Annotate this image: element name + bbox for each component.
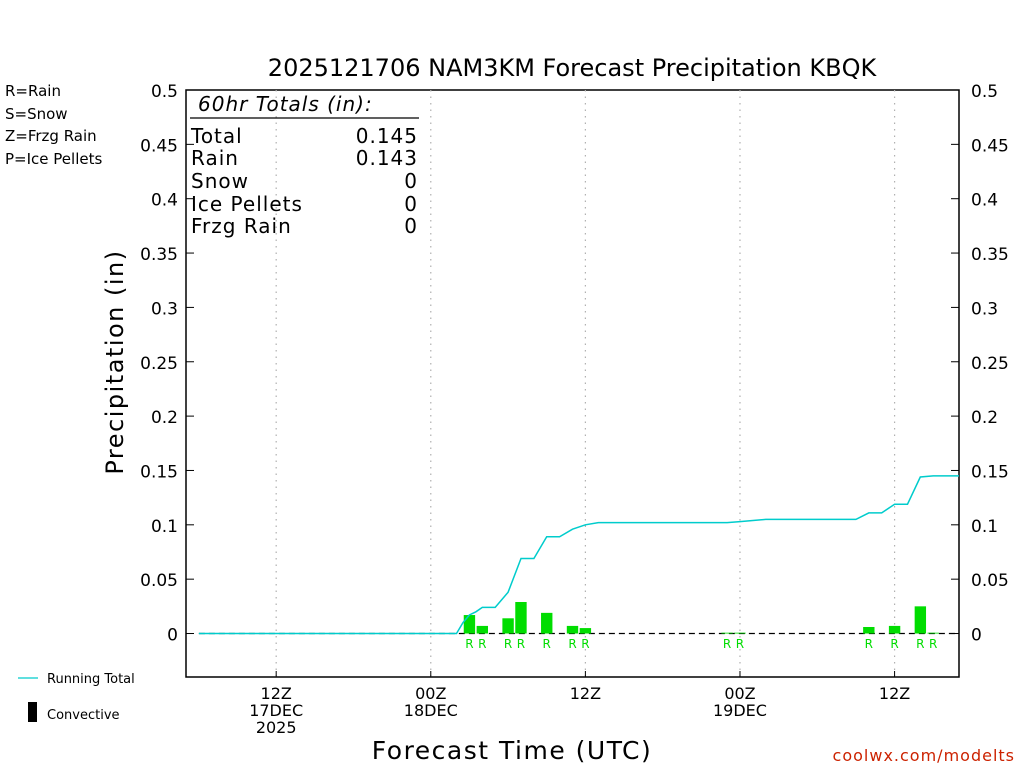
precip-bar bbox=[914, 606, 927, 634]
legend-rain: R=Rain bbox=[5, 82, 61, 100]
y-tick-label-right: 0.5 bbox=[971, 82, 998, 102]
y-tick-label-right: 0.05 bbox=[971, 571, 1009, 591]
running-total-layer bbox=[198, 475, 959, 635]
totals-value-total: 0.145 bbox=[356, 124, 418, 148]
precip-type-label: R bbox=[543, 637, 551, 651]
precip-type-label: R bbox=[581, 637, 589, 651]
x-tick-label: 17DEC bbox=[249, 701, 303, 720]
y-tick-label-left: 0.25 bbox=[140, 354, 178, 374]
x-tick-label: 12Z bbox=[261, 684, 292, 703]
totals-label-total: Total bbox=[190, 124, 243, 148]
y-tick-label-left: 0.2 bbox=[151, 408, 178, 428]
totals-label-snow: Snow bbox=[191, 169, 249, 193]
precip-type-label: R bbox=[723, 637, 731, 651]
precip-type-label: R bbox=[517, 637, 525, 651]
precip-type-label: R bbox=[890, 637, 898, 651]
totals-value-frzg-rain: 0 bbox=[404, 214, 418, 238]
precip-bar bbox=[721, 632, 733, 634]
x-tick-label: 19DEC bbox=[713, 701, 767, 720]
watermark: coolwx.com/modelts bbox=[833, 746, 1015, 765]
y-tick-label-left: 0.5 bbox=[151, 82, 178, 102]
grid-layer bbox=[198, 90, 959, 677]
precip-type-label: R bbox=[504, 637, 512, 651]
x-tick-label: 18DEC bbox=[404, 701, 458, 720]
convective-legend-swatch bbox=[28, 702, 37, 722]
precip-type-label: R bbox=[929, 637, 937, 651]
x-tick-label: 00Z bbox=[724, 684, 755, 703]
precip-bar bbox=[734, 632, 746, 634]
running-total-legend-label: Running Total bbox=[47, 672, 135, 687]
totals-label-ice-pellets: Ice Pellets bbox=[191, 192, 303, 216]
precip-type-label: R bbox=[465, 637, 473, 651]
totals-label-frzg-rain: Frzg Rain bbox=[191, 214, 292, 238]
y-tick-label-left: 0.05 bbox=[140, 571, 178, 591]
y-tick-label-right: 0.4 bbox=[971, 191, 998, 211]
y-tick-label-right: 0 bbox=[971, 626, 982, 646]
precip-type-label: R bbox=[865, 637, 873, 651]
convective-legend-label: Convective bbox=[47, 708, 120, 723]
totals-value-rain: 0.143 bbox=[356, 146, 418, 170]
y-tick-label-right: 0.15 bbox=[971, 462, 1009, 482]
x-tick-label: 12Z bbox=[570, 684, 601, 703]
y-tick-label-right: 0.45 bbox=[971, 136, 1009, 156]
y-tick-label-left: 0.15 bbox=[140, 462, 178, 482]
totals-value-ice-pellets: 0 bbox=[404, 192, 418, 216]
precip-bar bbox=[541, 612, 553, 634]
legend-frzg-rain: Z=Frzg Rain bbox=[5, 127, 97, 145]
legend-snow: S=Snow bbox=[5, 105, 68, 123]
chart-title: 2025121706 NAM3KM Forecast Precipitation… bbox=[268, 54, 878, 82]
y-tick-label-right: 0.3 bbox=[971, 299, 998, 319]
x-tick-label: 00Z bbox=[415, 684, 446, 703]
running-total-line bbox=[198, 475, 959, 635]
precip-bar bbox=[515, 601, 527, 634]
precip-bar bbox=[463, 615, 476, 634]
y-tick-label-left: 0 bbox=[167, 626, 178, 646]
y-tick-label-left: 0.3 bbox=[151, 299, 178, 319]
y-tick-label-right: 0.2 bbox=[971, 408, 998, 428]
y-tick-label-left: 0.1 bbox=[151, 517, 178, 537]
y-tick-label-left: 0.35 bbox=[140, 245, 178, 265]
y-tick-label-right: 0.35 bbox=[971, 245, 1009, 265]
y-tick-label-left: 0.4 bbox=[151, 191, 178, 211]
precip-bar bbox=[566, 625, 579, 634]
precip-type-label: R bbox=[478, 637, 486, 651]
y-tick-label-right: 0.1 bbox=[971, 517, 998, 537]
precip-type-label: R bbox=[568, 637, 576, 651]
precip-type-label: R bbox=[916, 637, 924, 651]
precip-bar bbox=[927, 632, 939, 634]
precip-bar bbox=[579, 628, 592, 634]
precip-type-label: R bbox=[736, 637, 744, 651]
totals-box: 60hr Totals (in): Total 0.145 Rain 0.143… bbox=[190, 92, 419, 238]
totals-label-rain: Rain bbox=[191, 146, 239, 170]
legend-ice-pellets: P=Ice Pellets bbox=[5, 150, 102, 168]
precip-bar bbox=[476, 625, 489, 634]
y-ticks: 0 00.05 0.050.1 0.10.15 0.150.2 0.20.25 0.250.… bbox=[140, 82, 1009, 646]
x-axis-label: Forecast Time (UTC) bbox=[372, 736, 652, 765]
x-tick-label: 2025 bbox=[256, 718, 297, 737]
precip-bar bbox=[502, 618, 514, 634]
y-tick-label-right: 0.25 bbox=[971, 354, 1009, 374]
totals-value-snow: 0 bbox=[404, 169, 418, 193]
y-tick-label-left: 0.45 bbox=[140, 136, 178, 156]
precip-bar bbox=[863, 626, 875, 634]
x-tick-label: 12Z bbox=[879, 684, 910, 703]
y-axis-label: Precipitation (in) bbox=[101, 249, 129, 474]
totals-header: 60hr Totals (in): bbox=[198, 92, 373, 116]
precip-bar bbox=[888, 625, 901, 634]
plot-frame bbox=[185, 89, 960, 678]
